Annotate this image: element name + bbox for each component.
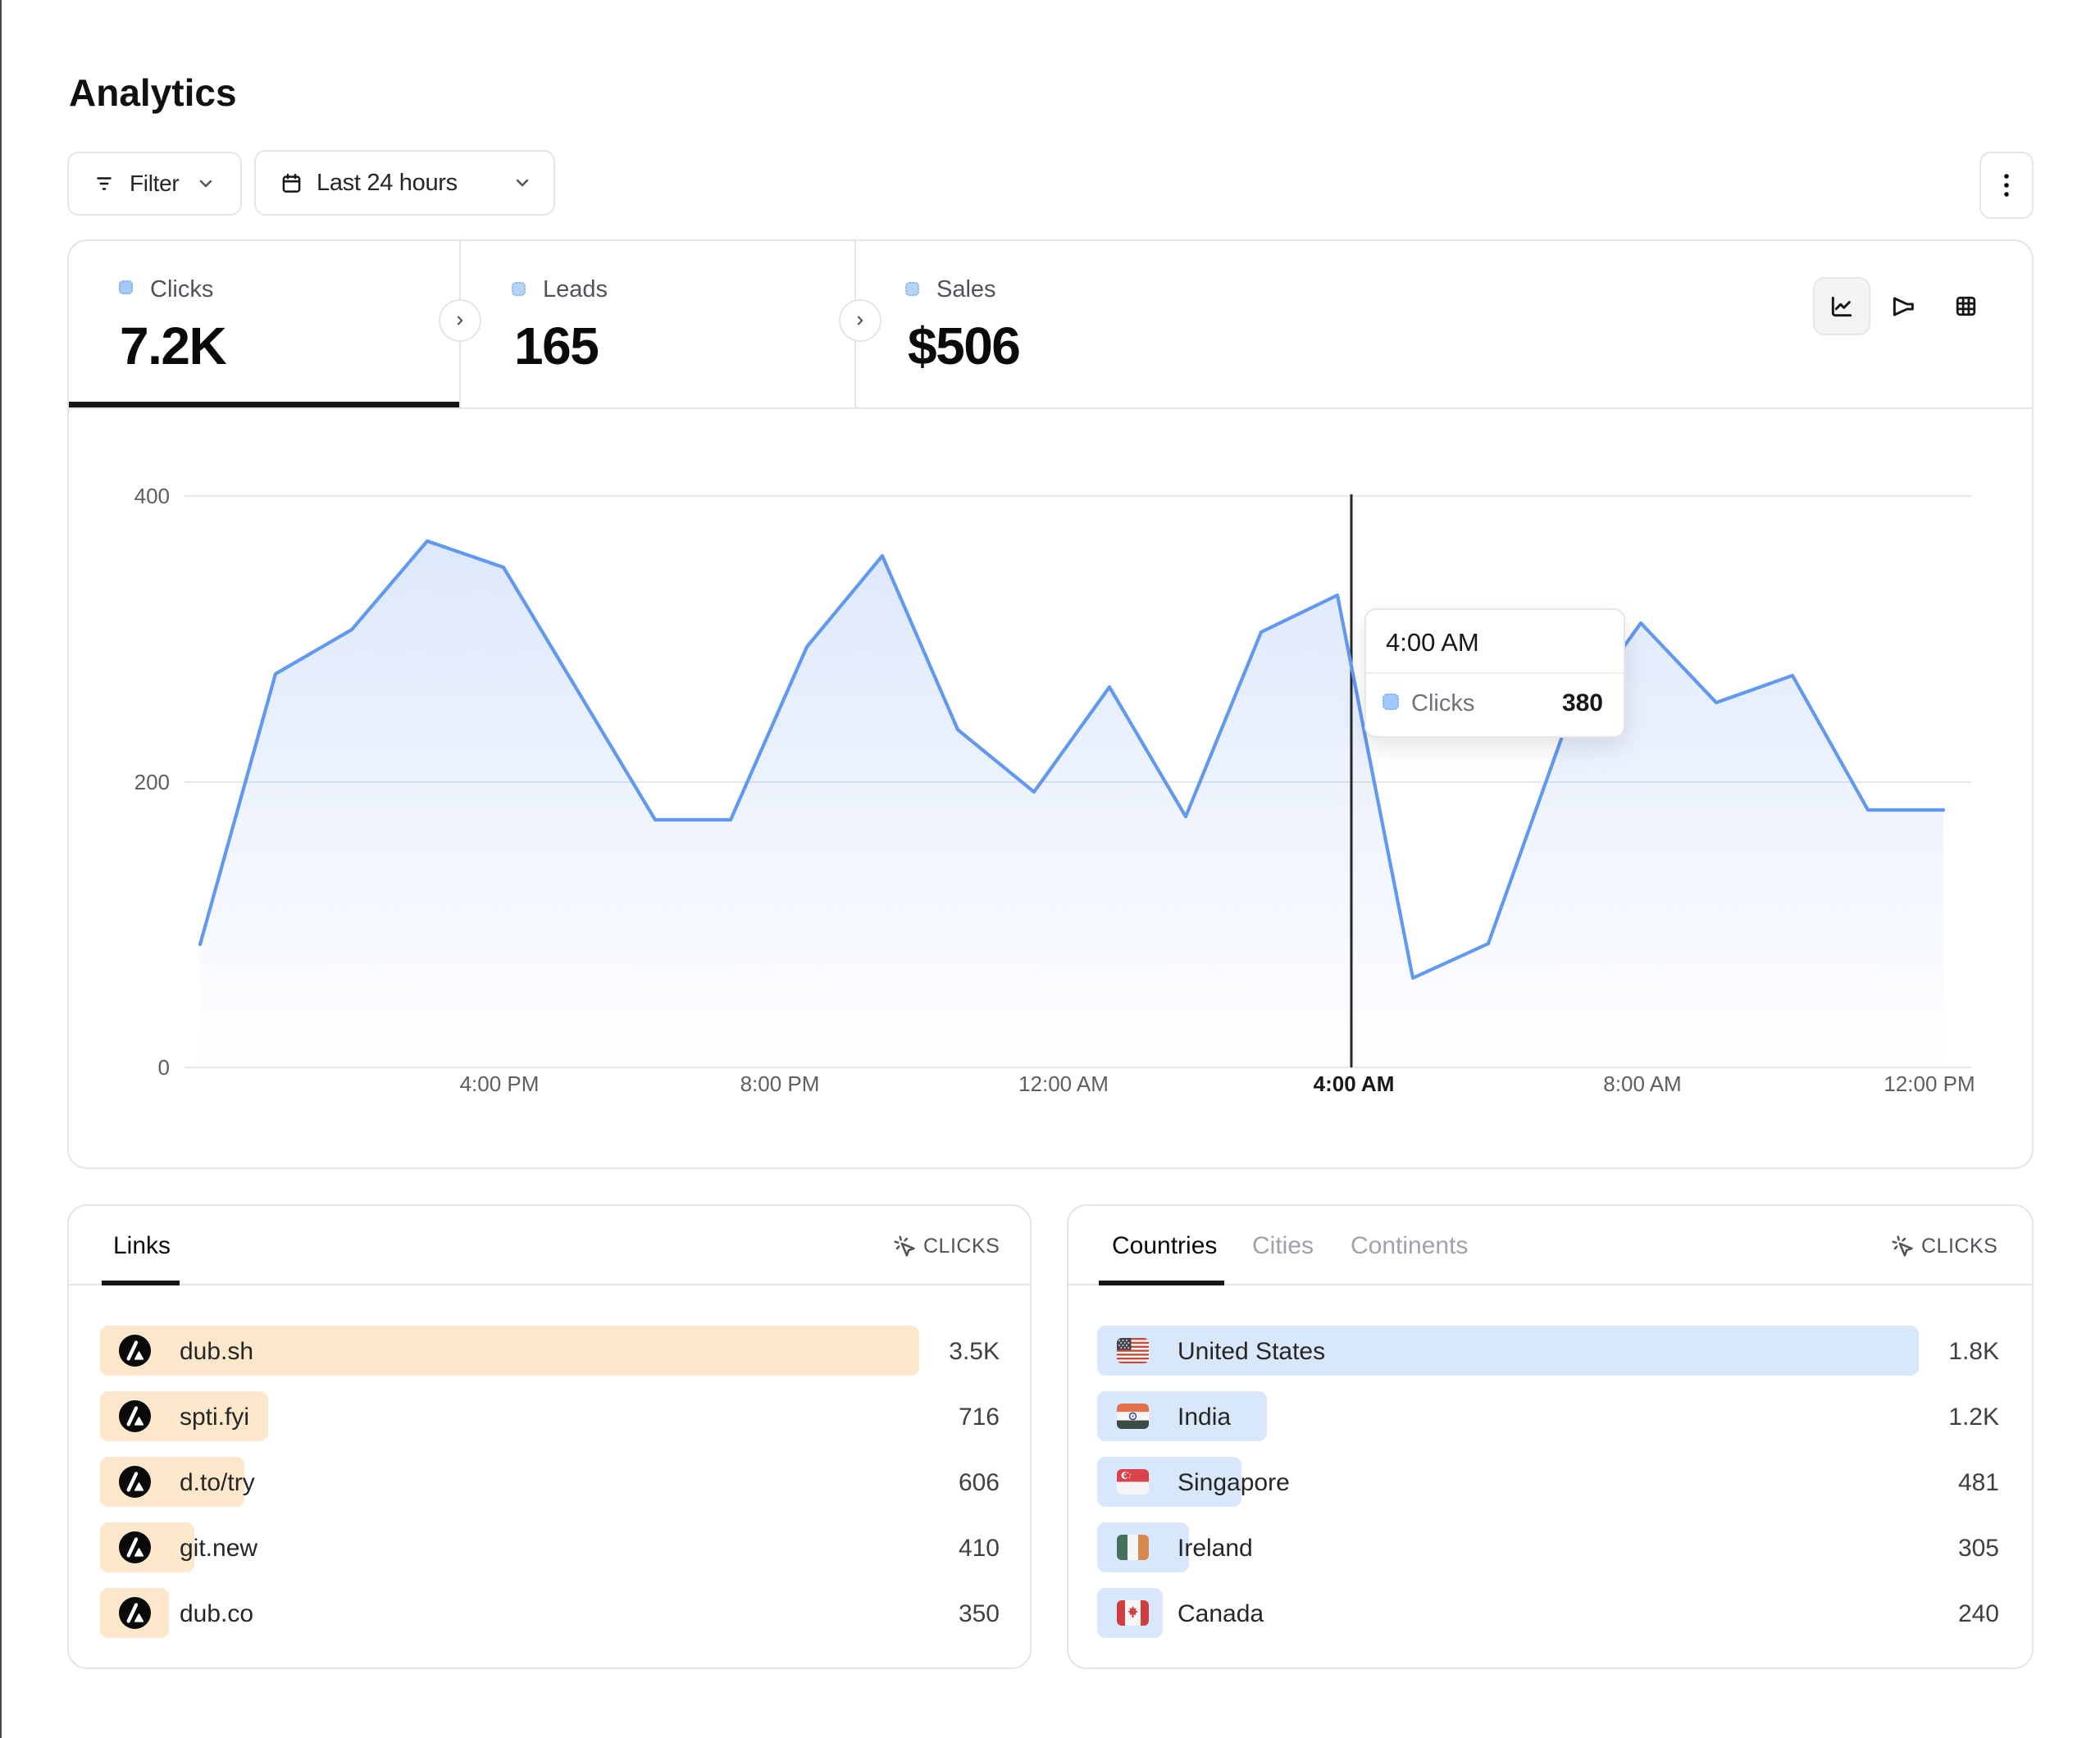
svg-text:8:00 AM: 8:00 AM <box>1603 1071 1681 1096</box>
svg-text:12:00 PM: 12:00 PM <box>1884 1071 1975 1096</box>
svg-text:8:00 PM: 8:00 PM <box>740 1071 820 1096</box>
svg-text:0: 0 <box>158 1055 170 1080</box>
svg-text:400: 400 <box>134 484 170 508</box>
svg-text:12:00 AM: 12:00 AM <box>1018 1071 1109 1096</box>
svg-text:4:00 PM: 4:00 PM <box>460 1071 540 1096</box>
svg-text:4:00 AM: 4:00 AM <box>1314 1071 1395 1096</box>
svg-text:200: 200 <box>134 770 170 794</box>
